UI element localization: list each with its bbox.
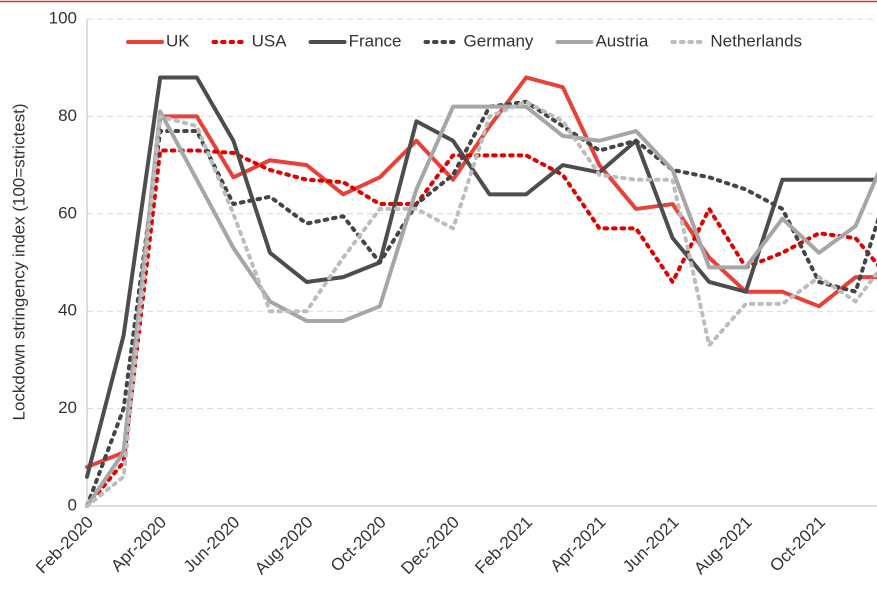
y-tick-label: 20 xyxy=(58,398,77,417)
x-tick-label: Apr-2021 xyxy=(547,513,610,576)
y-tick-label: 100 xyxy=(49,8,77,27)
legend-label: Germany xyxy=(464,31,534,50)
y-axis-label: Lockdown stringency index (100=strictest… xyxy=(9,103,28,420)
series-line xyxy=(85,75,877,470)
x-tick-label: Aug-2021 xyxy=(690,513,756,579)
legend-label: France xyxy=(349,31,402,50)
x-tick-label: Jun-2020 xyxy=(180,513,244,577)
x-tick-label: Feb-2020 xyxy=(32,513,97,578)
x-tick-label: Jun-2021 xyxy=(619,513,683,577)
legend-label: UK xyxy=(166,31,190,50)
legend-label: Netherlands xyxy=(710,31,802,50)
x-tick-label: Aug-2020 xyxy=(251,513,317,579)
y-tick-label: 80 xyxy=(58,106,77,125)
legend-label: USA xyxy=(252,31,288,50)
series-line xyxy=(85,99,877,508)
plot-lines xyxy=(85,75,877,508)
x-tick-label: Apr-2020 xyxy=(107,513,170,576)
series-line xyxy=(85,148,877,508)
series-line xyxy=(85,104,877,508)
y-tick-label: 40 xyxy=(58,301,77,320)
y-tick-label: 60 xyxy=(58,203,77,222)
x-tick-label: Feb-2021 xyxy=(471,513,536,578)
x-tick-label: Oct-2020 xyxy=(327,513,390,576)
x-tick-label: Oct-2021 xyxy=(766,513,829,576)
y-tick-label: 0 xyxy=(68,495,77,514)
legend-label: Austria xyxy=(595,31,648,50)
x-tick-label: Dec-2020 xyxy=(397,513,463,579)
